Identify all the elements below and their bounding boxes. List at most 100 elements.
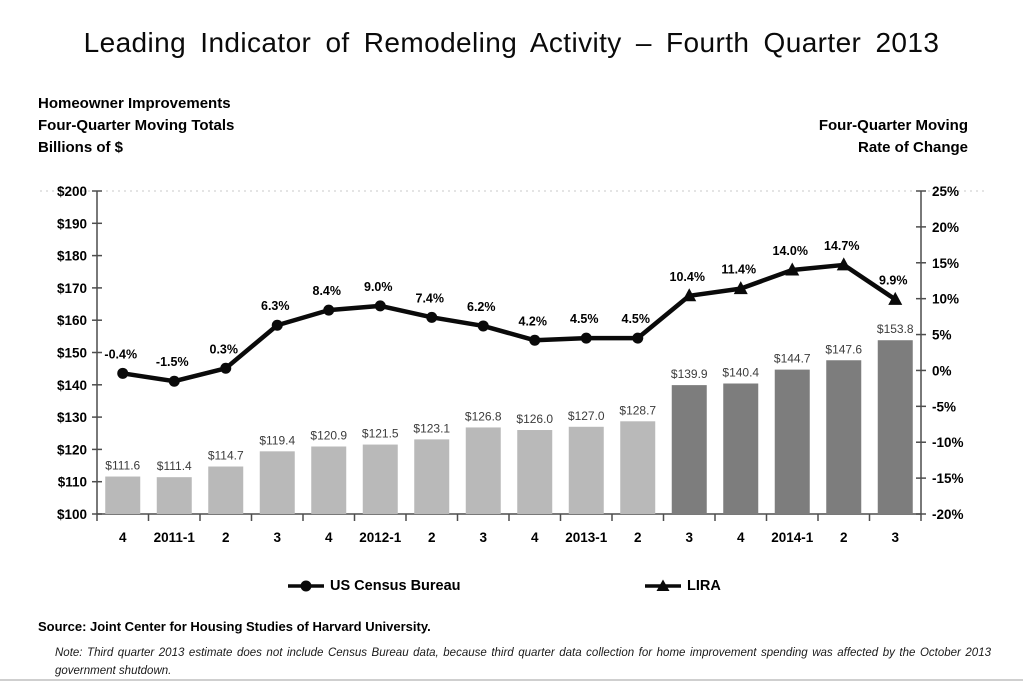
line-marker-circle <box>580 332 592 344</box>
left-axis-header-line3: Billions of $ <box>38 139 124 156</box>
right-axis-header-line1: Four-Quarter Moving <box>818 117 968 134</box>
bar-value-label: $126.0 <box>516 412 553 426</box>
right-axis-tick-label: 0% <box>932 363 952 378</box>
bar-value-label: $126.8 <box>465 409 502 423</box>
line-marker-circle <box>271 319 283 331</box>
bar-value-label: $127.0 <box>568 409 605 423</box>
bar-projection <box>877 340 913 514</box>
line-triangle-marker-icon <box>645 579 681 591</box>
chart-legend: US Census Bureau LIRA <box>0 578 1023 600</box>
right-axis-tick-label: 25% <box>932 184 959 199</box>
line-value-label: 4.5% <box>570 312 599 326</box>
line-value-label: 6.2% <box>467 300 496 314</box>
line-marker-circle <box>117 367 129 379</box>
line-value-label: 10.4% <box>670 270 705 284</box>
x-axis-category-label: 2 <box>634 530 642 545</box>
bar-historical <box>259 451 295 514</box>
bar-historical <box>156 477 192 514</box>
right-axis-tick-label: 5% <box>932 328 952 343</box>
line-marker-triangle <box>888 291 903 305</box>
x-axis-category-label: 4 <box>531 530 539 545</box>
bar-historical <box>517 430 553 514</box>
line-value-label: 14.0% <box>773 244 808 258</box>
bar-historical <box>105 476 141 514</box>
x-axis-category-label: 3 <box>479 530 487 545</box>
legend-item-us-census-bureau: US Census Bureau <box>287 578 461 594</box>
bar-historical <box>311 446 347 514</box>
line-value-label: 4.5% <box>622 312 651 326</box>
x-axis-category-label: 2011-1 <box>154 530 196 545</box>
left-axis-tick-label: $190 <box>57 216 87 231</box>
x-axis-category-label: 2 <box>428 530 436 545</box>
bar-projection <box>826 360 862 514</box>
left-axis-header: Homeowner Improvements Four-Quarter Movi… <box>38 93 234 159</box>
bar-historical <box>414 439 450 514</box>
window-bottom-edge <box>0 679 1023 681</box>
line-value-label: 14.7% <box>824 239 859 253</box>
right-axis-tick-label: 20% <box>932 220 959 235</box>
left-axis-tick-label: $160 <box>57 313 87 328</box>
right-axis-tick-label: -10% <box>932 435 964 450</box>
right-axis-tick-label: 15% <box>932 256 959 271</box>
bar-historical <box>208 466 244 514</box>
line-marker-circle <box>220 362 232 374</box>
note-text: Note: Third quarter 2013 estimate does n… <box>55 647 991 678</box>
legend-label-us-census-bureau: US Census Bureau <box>330 578 461 594</box>
right-axis-tick-label: -20% <box>932 507 964 522</box>
bar-historical <box>362 444 398 514</box>
left-axis-tick-label: $180 <box>57 249 87 264</box>
x-axis-category-label: 2 <box>222 530 230 545</box>
left-axis-tick-label: $120 <box>57 442 87 457</box>
x-axis-category-label: 2 <box>840 530 848 545</box>
bar-projection <box>671 385 707 514</box>
left-axis-tick-label: $130 <box>57 410 87 425</box>
chart-title: Leading Indicator of Remodeling Activity… <box>83 27 940 58</box>
right-axis-tick-label: -5% <box>932 399 956 414</box>
line-value-label: 8.4% <box>313 284 342 298</box>
line-value-label: 7.4% <box>416 291 445 305</box>
bar-value-label: $128.7 <box>619 403 656 417</box>
left-axis-tick-label: $140 <box>57 378 87 393</box>
line-circle-marker-icon <box>288 580 324 592</box>
line-marker-circle <box>529 334 541 346</box>
combo-bar-line-chart: $100 $110 $120 $130 $140 $150 $160 $170 $180 $190… <box>40 184 985 545</box>
bar-value-label: $147.6 <box>825 342 862 356</box>
line-marker-circle <box>477 320 489 332</box>
line-marker-circle <box>632 332 644 344</box>
left-axis-header-line2: Four-Quarter Moving Totals <box>38 117 235 134</box>
line-value-label: 9.0% <box>364 280 393 294</box>
x-axis-category-label: 4 <box>325 530 333 545</box>
right-axis-header-line2: Rate of Change <box>857 139 968 156</box>
line-marker-circle <box>168 375 180 387</box>
right-axis-tick-label: -15% <box>932 471 964 486</box>
x-axis-category-label: 4 <box>737 530 745 545</box>
x-axis-category-label: 4 <box>119 530 127 545</box>
rate-of-change-line <box>120 262 898 384</box>
bar-value-label: $153.8 <box>877 322 914 336</box>
x-axis-category-label: 2012-1 <box>359 530 402 545</box>
right-axis-tick-label: 10% <box>932 292 959 307</box>
bar-value-label: $123.1 <box>413 421 450 435</box>
line-value-label: -0.4% <box>104 347 137 361</box>
bar-historical <box>568 426 604 514</box>
x-axis-category-label: 3 <box>273 530 281 545</box>
line-marker-circle <box>323 304 335 316</box>
source-text: Source: Joint Center for Housing Studies… <box>38 619 431 634</box>
left-axis-tick-label: $110 <box>58 475 87 490</box>
line-value-label: -1.5% <box>156 355 189 369</box>
bar-value-label: $140.4 <box>722 366 759 380</box>
legend-item-lira: LIRA <box>644 578 721 594</box>
bar-value-label: $111.6 <box>105 459 140 473</box>
line-marker-circle <box>426 311 438 323</box>
bar-historical <box>620 421 656 514</box>
line-marker-triangle <box>836 257 851 271</box>
right-axis-header: Four-Quarter Moving Rate of Change <box>819 115 968 159</box>
bar-value-label: $111.4 <box>157 459 192 473</box>
left-axis-tick-label: $170 <box>57 281 87 296</box>
line-marker-triangle <box>733 281 748 295</box>
bar-value-label: $114.7 <box>208 449 244 463</box>
left-axis-tick-label: $150 <box>57 346 87 361</box>
left-axis-header-line1: Homeowner Improvements <box>38 95 231 112</box>
left-axis-tick-label: $100 <box>57 507 87 522</box>
